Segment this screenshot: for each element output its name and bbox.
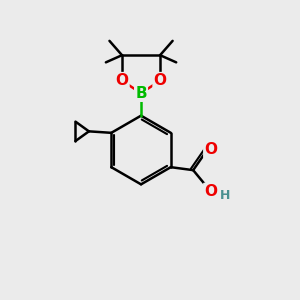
Text: O: O: [204, 184, 217, 199]
Text: B: B: [135, 86, 147, 101]
Text: O: O: [154, 73, 166, 88]
Text: O: O: [204, 142, 217, 157]
Text: H: H: [220, 189, 230, 202]
Text: O: O: [116, 73, 128, 88]
